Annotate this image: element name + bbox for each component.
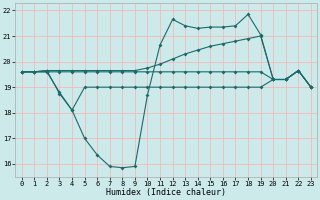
X-axis label: Humidex (Indice chaleur): Humidex (Indice chaleur) <box>106 188 226 197</box>
